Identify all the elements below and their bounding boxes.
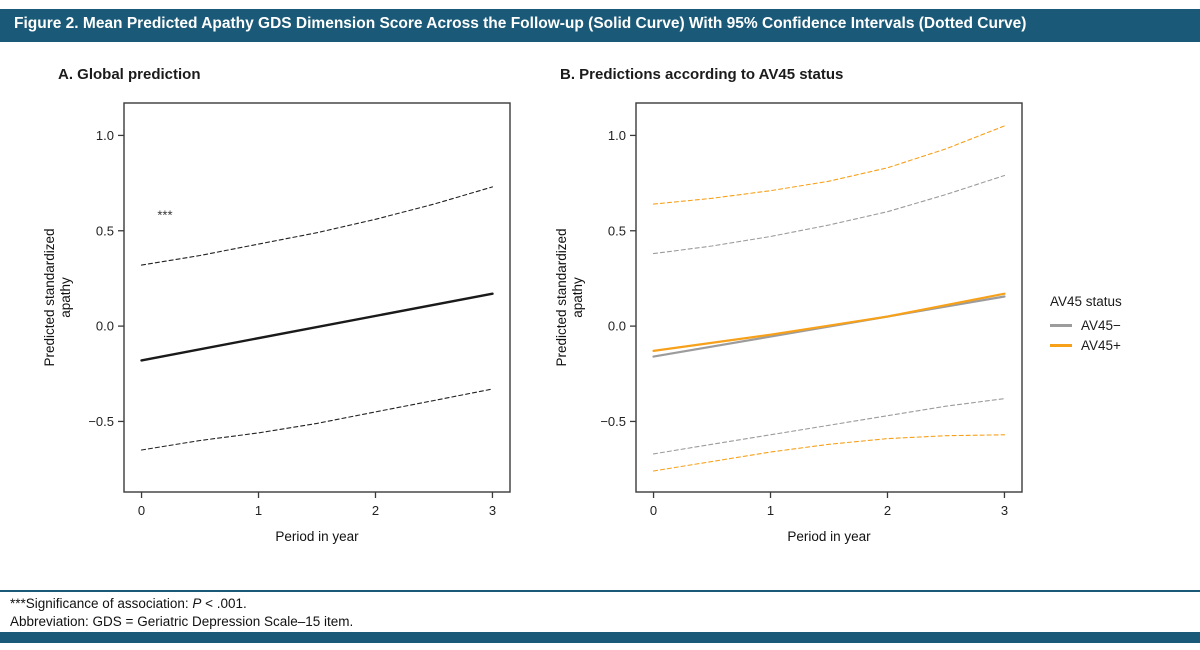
y-axis-label: Predicted standardized — [42, 228, 57, 366]
av45-negative-line-swatch — [1050, 324, 1072, 327]
legend-item-av45-negative: AV45− — [1050, 318, 1122, 333]
x-tick-label: 1 — [767, 503, 774, 518]
x-tick-label: 0 — [650, 503, 657, 518]
series-av45pos-ci-upper — [652, 125, 1006, 205]
panel-b-chart-column: B. Predictions according to AV45 status … — [546, 66, 1036, 550]
y-axis-label: apathy — [58, 277, 73, 318]
footnotes: ***Significance of association: P < .001… — [10, 595, 353, 630]
legend-item-av45-positive: AV45+ — [1050, 338, 1122, 353]
figure-header: Figure 2. Mean Predicted Apathy GDS Dime… — [0, 9, 1200, 42]
significance-suffix: < .001. — [201, 596, 247, 611]
footnote-rule — [0, 590, 1200, 592]
y-tick-label: 0.0 — [608, 319, 626, 334]
global-prediction-chart: 0 1 2 3 −0.5 0.0 0.5 1.0 *** Period in year Predic… — [42, 102, 511, 544]
significance-p: P — [192, 596, 202, 611]
figure-title: Figure 2. Mean Predicted Apathy GDS Dime… — [14, 15, 1027, 32]
y-tick-label: 1.0 — [96, 128, 114, 143]
abbreviation-footnote: Abbreviation: GDS = Geriatric Depression… — [10, 613, 354, 629]
series-ci-upper — [140, 186, 494, 266]
series-av45neg-ci-upper — [652, 174, 1006, 255]
panel-a-title: A. Global prediction — [58, 65, 201, 83]
y-tick-label: −0.5 — [88, 414, 114, 429]
significance-footnote: ***Significance of association: P < .001… — [10, 595, 353, 613]
legend-label-av45-positive: AV45+ — [1081, 337, 1121, 353]
x-tick-label: 1 — [255, 503, 262, 518]
x-axis-label: Period in year — [275, 529, 359, 544]
significance-prefix: ***Significance of association: — [10, 596, 193, 611]
x-tick-label: 2 — [372, 503, 379, 518]
y-tick-label: 0.5 — [96, 223, 114, 238]
x-tick-label: 3 — [1001, 503, 1008, 518]
significance-stars: *** — [157, 207, 172, 222]
x-axis-label: Period in year — [787, 529, 871, 544]
av45-status-chart: 0 1 2 3 −0.5 0.0 0.5 1.0 Period in year Predicted… — [554, 102, 1023, 544]
series-ci-lower — [140, 388, 494, 451]
y-tick-label: −0.5 — [600, 414, 626, 429]
bottom-bar — [0, 632, 1200, 643]
panel-b-title: B. Predictions according to AV45 status — [560, 65, 844, 83]
x-tick-label: 2 — [884, 503, 891, 518]
series-av45pos-mean — [652, 292, 1006, 352]
plot-frame — [635, 102, 1023, 493]
legend-label-av45-negative: AV45− — [1081, 317, 1121, 333]
plot-frame — [123, 102, 511, 493]
panel-a: A. Global prediction 0 1 2 3 −0.5 0.0 0.5 1.0 **… — [34, 66, 524, 550]
y-tick-label: 0.0 — [96, 319, 114, 334]
x-tick-label: 3 — [489, 503, 496, 518]
y-axis-label: apathy — [570, 277, 585, 318]
y-tick-label: 1.0 — [608, 128, 626, 143]
series-mean — [140, 292, 494, 362]
y-axis-label: Predicted standardized — [554, 228, 569, 366]
series-av45neg-ci-lower — [652, 397, 1006, 455]
legend: AV45 status AV45− AV45+ — [1050, 294, 1122, 358]
legend-title: AV45 status — [1050, 293, 1122, 309]
y-tick-label: 0.5 — [608, 223, 626, 238]
av45-positive-line-swatch — [1050, 344, 1072, 347]
x-tick-label: 0 — [138, 503, 145, 518]
figure-panels: A. Global prediction 0 1 2 3 −0.5 0.0 0.5 1.0 **… — [0, 42, 1200, 550]
panel-b: B. Predictions according to AV45 status … — [546, 66, 1122, 550]
series-av45pos-ci-lower — [652, 434, 1006, 472]
